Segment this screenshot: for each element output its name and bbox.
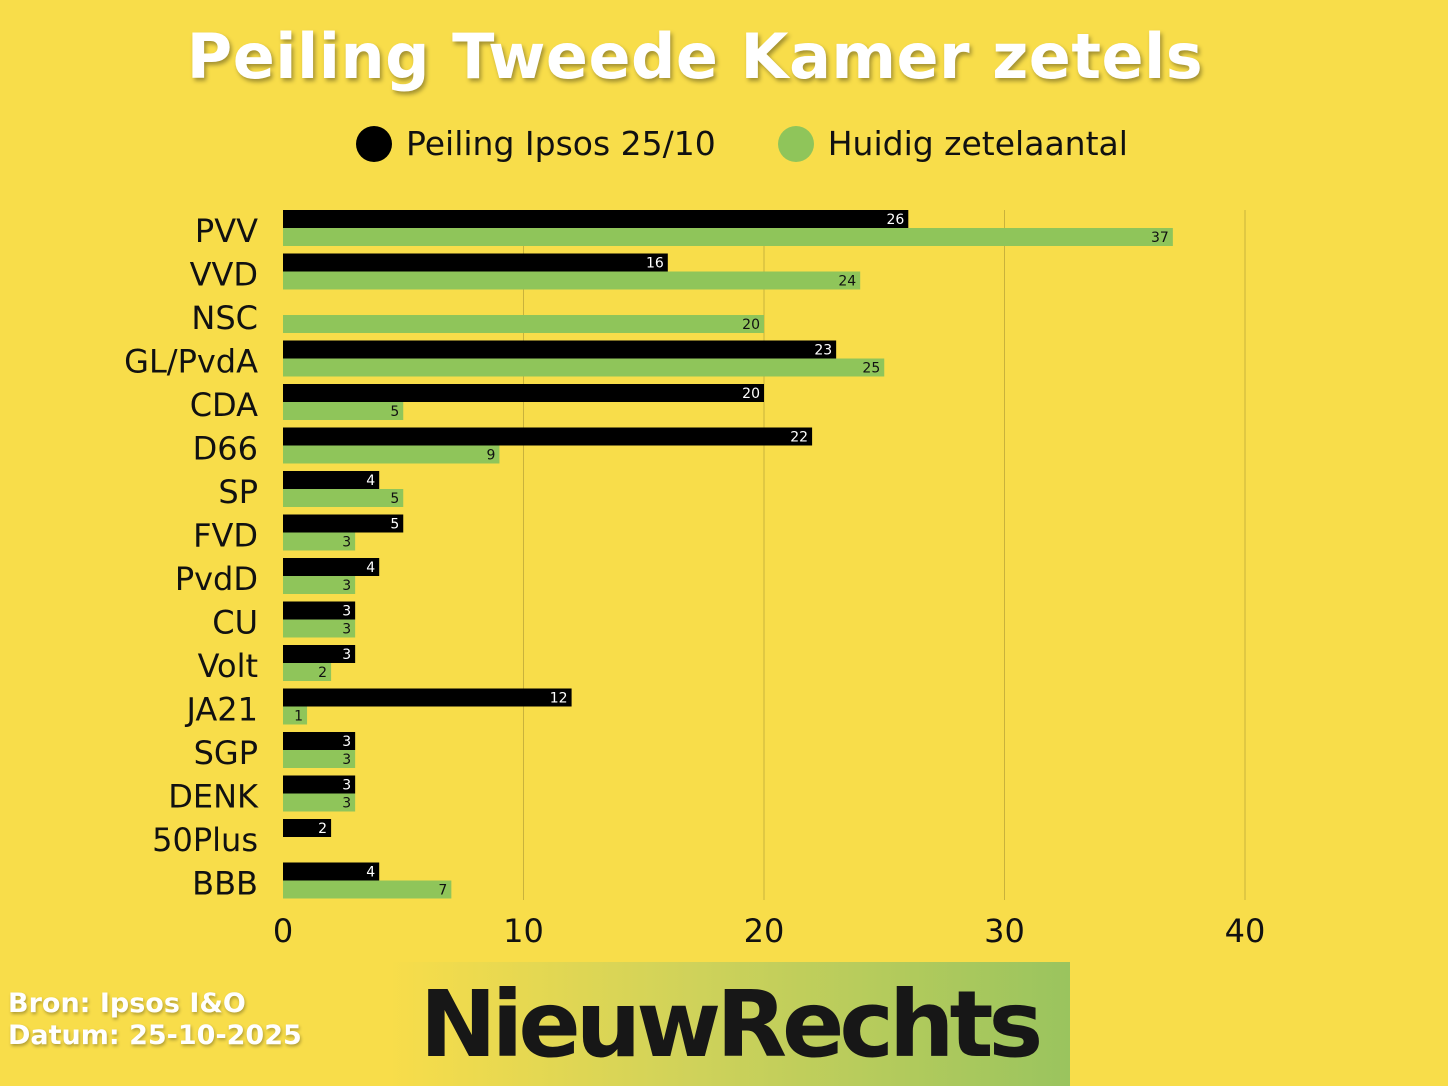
x-tick-label: 30 xyxy=(984,912,1025,950)
source-line: Bron: Ipsos I&O xyxy=(8,988,246,1019)
data-label: 3 xyxy=(342,752,351,768)
data-label: 4 xyxy=(366,865,375,881)
bar xyxy=(283,706,308,725)
category-label: GL/PvdA xyxy=(124,343,258,381)
legend-dot-black xyxy=(356,125,392,162)
date-line: Datum: 25-10-2025 xyxy=(8,1020,302,1051)
category-label: BBB xyxy=(192,865,258,903)
bar xyxy=(283,793,356,812)
category-label: PvdD xyxy=(175,560,258,598)
category-label: JA21 xyxy=(185,691,258,729)
x-tick-label: 40 xyxy=(1225,912,1266,950)
data-label: 3 xyxy=(342,622,351,638)
legend-label-peiling: Peiling Ipsos 25/10 xyxy=(406,124,716,163)
legend: Peiling Ipsos 25/10 Huidig zetelaantal xyxy=(356,124,1190,163)
data-label: 1 xyxy=(294,709,303,725)
nieuwrechts-logo: NieuwRechts xyxy=(388,962,1070,1086)
data-label: 4 xyxy=(366,560,375,576)
category-label: SP xyxy=(218,473,258,511)
bar xyxy=(283,732,356,750)
bar xyxy=(283,271,861,290)
bar xyxy=(283,427,813,446)
data-label: 16 xyxy=(646,256,664,272)
data-label: 2 xyxy=(318,821,327,837)
data-label: 2 xyxy=(318,665,327,681)
data-label: 3 xyxy=(342,734,351,750)
bar xyxy=(283,471,380,489)
bar xyxy=(283,750,356,768)
data-label: 20 xyxy=(742,317,760,333)
data-label: 12 xyxy=(550,691,568,707)
bar xyxy=(283,558,380,576)
bar xyxy=(283,402,404,420)
x-tick-label: 10 xyxy=(503,912,544,950)
legend-label-huidig: Huidig zetelaantal xyxy=(827,124,1128,163)
data-label: 5 xyxy=(390,517,399,533)
bar xyxy=(283,532,356,551)
category-label: VVD xyxy=(190,256,258,294)
category-label: NSC xyxy=(191,299,258,337)
legend-dot-green xyxy=(777,125,814,162)
x-tick-label: 0 xyxy=(273,912,293,950)
bar xyxy=(283,489,404,507)
data-label: 23 xyxy=(814,343,832,359)
bar xyxy=(283,210,909,228)
x-tick-label: 20 xyxy=(744,912,785,950)
bar xyxy=(283,445,500,464)
bar xyxy=(283,775,356,794)
bar xyxy=(283,576,356,594)
bar xyxy=(283,663,332,681)
bar xyxy=(283,315,764,333)
legend-item-peiling: Peiling Ipsos 25/10 xyxy=(356,124,716,163)
chart-title: Peiling Tweede Kamer zetels xyxy=(186,20,1204,93)
bar xyxy=(283,384,764,402)
data-label: 20 xyxy=(742,386,760,402)
category-label: 50Plus xyxy=(152,821,258,859)
data-label: 24 xyxy=(838,274,856,290)
category-label: CDA xyxy=(190,386,258,424)
bar xyxy=(283,619,356,638)
data-label: 5 xyxy=(390,491,399,507)
data-label: 22 xyxy=(790,430,808,446)
legend-item-huidig: Huidig zetelaantal xyxy=(777,124,1128,163)
data-label: 5 xyxy=(390,404,399,420)
data-label: 9 xyxy=(487,448,496,464)
bar xyxy=(283,340,837,359)
category-label: DENK xyxy=(168,778,259,816)
data-label: 3 xyxy=(342,796,351,812)
data-label: 37 xyxy=(1151,230,1169,246)
bar xyxy=(283,601,356,620)
data-label: 26 xyxy=(886,212,904,228)
source-note: Bron: Ipsos I&O Datum: 25-10-2025 xyxy=(8,988,302,1052)
bar xyxy=(283,253,668,272)
bar xyxy=(283,688,572,707)
data-label: 3 xyxy=(342,535,351,551)
category-label: D66 xyxy=(193,430,258,468)
data-label: 7 xyxy=(438,883,447,899)
category-label: SGP xyxy=(194,734,258,772)
data-label: 4 xyxy=(366,473,375,489)
logo-text: NieuwRechts xyxy=(419,970,1043,1078)
bar xyxy=(283,645,356,663)
data-label: 3 xyxy=(342,647,351,663)
bar xyxy=(283,514,404,533)
category-label: PVV xyxy=(195,212,258,250)
data-label: 3 xyxy=(342,604,351,620)
bar xyxy=(283,880,452,899)
bar xyxy=(283,358,885,377)
category-label: CU xyxy=(212,604,258,642)
category-label: Volt xyxy=(198,647,258,685)
bar xyxy=(283,819,332,837)
category-label: FVD xyxy=(193,517,258,555)
data-label: 3 xyxy=(342,778,351,794)
data-label: 25 xyxy=(862,361,880,377)
bar xyxy=(283,862,380,881)
bar xyxy=(283,228,1173,246)
data-label: 3 xyxy=(342,578,351,594)
